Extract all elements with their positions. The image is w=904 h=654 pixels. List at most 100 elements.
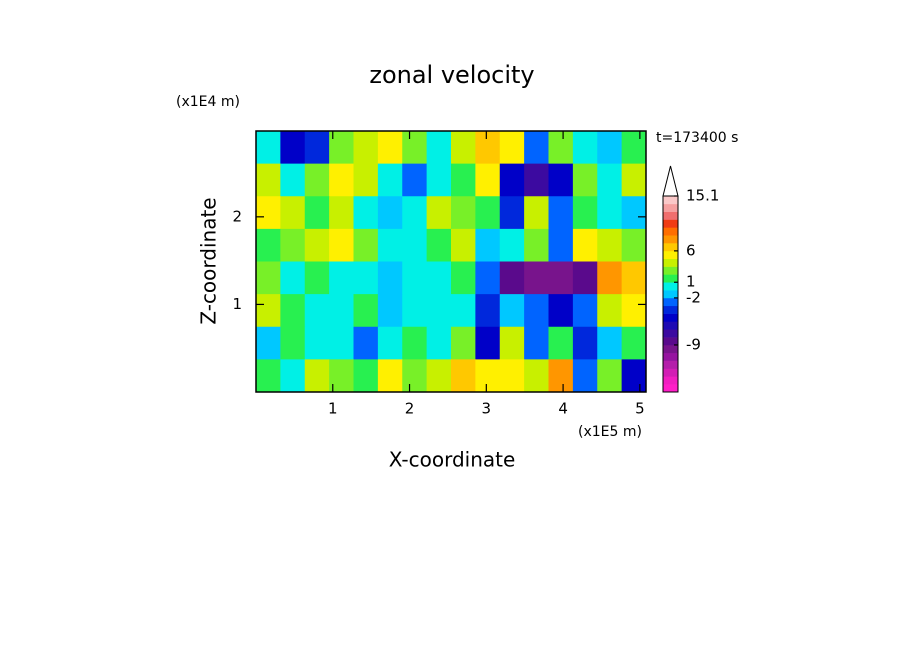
field-cell — [524, 196, 549, 230]
field-cell — [402, 163, 428, 197]
field-cell — [499, 196, 525, 230]
field-cell — [402, 131, 428, 165]
field-cell — [304, 294, 330, 328]
field-cell — [377, 359, 403, 393]
field-cell — [621, 294, 647, 328]
field-cell — [597, 261, 623, 295]
colorbar-segment — [663, 297, 678, 307]
field-cell — [426, 359, 452, 393]
field-cell — [499, 326, 525, 360]
field-cell — [280, 294, 306, 328]
colorbar-segment — [663, 282, 678, 291]
x-tick-label: 4 — [558, 400, 568, 418]
y-tick-label: 1 — [232, 295, 242, 313]
field-cell — [499, 359, 525, 393]
field-cell — [353, 163, 379, 197]
field-cell — [353, 261, 379, 295]
y-tick-label: 2 — [232, 207, 242, 225]
field-cell — [304, 228, 330, 262]
field-cell — [524, 131, 549, 165]
field-cell — [256, 131, 281, 165]
field-cell — [548, 326, 574, 360]
colorbar-label: -2 — [686, 288, 701, 306]
field-cell — [548, 163, 574, 197]
field-cell — [524, 359, 549, 393]
field-cell — [402, 294, 428, 328]
field-cell — [426, 261, 452, 295]
field-cell — [499, 131, 525, 165]
field-cell — [256, 359, 281, 393]
field-cell — [621, 228, 647, 262]
colorbar-segment — [663, 352, 678, 361]
field-cell — [499, 228, 525, 262]
field-cell — [426, 196, 452, 230]
field-cell — [377, 163, 403, 197]
colorbar-segment — [663, 290, 678, 299]
field-cell — [280, 131, 306, 165]
field-cell — [256, 163, 281, 197]
colorbar-segment — [663, 227, 678, 236]
colorbar-label: 15.1 — [686, 187, 719, 205]
colorbar-label: 1 — [686, 273, 696, 291]
x-tick-label: 5 — [635, 400, 645, 418]
colorbar-segment — [663, 376, 678, 385]
field-cell — [524, 261, 549, 295]
field-cell — [280, 359, 306, 393]
field-cell — [353, 326, 379, 360]
field-cell — [548, 261, 574, 295]
x-tick-label: 1 — [328, 400, 338, 418]
field-cell — [572, 196, 598, 230]
field-cell — [499, 294, 525, 328]
field-cell — [597, 228, 623, 262]
field-cell — [304, 326, 330, 360]
x-tick-label: 2 — [405, 400, 415, 418]
field-cell — [572, 228, 598, 262]
field-cell — [256, 228, 281, 262]
field-cell — [280, 261, 306, 295]
field-cell — [426, 228, 452, 262]
field-cell — [451, 326, 476, 360]
field-cell — [621, 163, 647, 197]
field-cell — [572, 131, 598, 165]
x-unit: (x1E5 m) — [578, 424, 642, 440]
field-cell — [475, 228, 501, 262]
field-cell — [475, 163, 501, 197]
y-unit: (x1E4 m) — [176, 94, 240, 110]
field-cell — [353, 196, 379, 230]
field-cell — [304, 163, 330, 197]
colorbar-segment — [663, 344, 678, 354]
colorbar-segment — [663, 329, 678, 338]
field-cell — [451, 163, 476, 197]
time-label: t=173400 s — [656, 130, 738, 146]
colorbar-segment — [663, 266, 678, 275]
field-cell — [402, 359, 428, 393]
colorbar-segment — [663, 321, 678, 330]
field-cell — [548, 359, 574, 393]
field-cell — [377, 196, 403, 230]
colorbar-segment — [663, 196, 678, 205]
field-cell — [304, 196, 330, 230]
field-cell — [329, 163, 354, 197]
colorbar-segment — [663, 243, 678, 252]
field-cell — [451, 261, 476, 295]
field-cell — [377, 228, 403, 262]
colorbar-segment — [663, 337, 678, 346]
field-cell — [451, 196, 476, 230]
colorbar-extend — [662, 165, 679, 197]
field-cell — [451, 131, 476, 165]
x-axis-label: X-coordinate — [389, 448, 516, 472]
field-cell — [256, 261, 281, 295]
colorbar-label: -9 — [686, 335, 701, 353]
field-cell — [451, 228, 476, 262]
field-cell — [377, 131, 403, 165]
field-cell — [572, 359, 598, 393]
colorbar-segment — [663, 360, 678, 369]
field-cell — [475, 359, 501, 393]
field-cell — [402, 196, 428, 230]
field-cell — [475, 196, 501, 230]
colorbar-segment — [663, 368, 678, 377]
field-cell — [621, 359, 647, 393]
field-cell — [280, 163, 306, 197]
field-cell — [548, 131, 574, 165]
